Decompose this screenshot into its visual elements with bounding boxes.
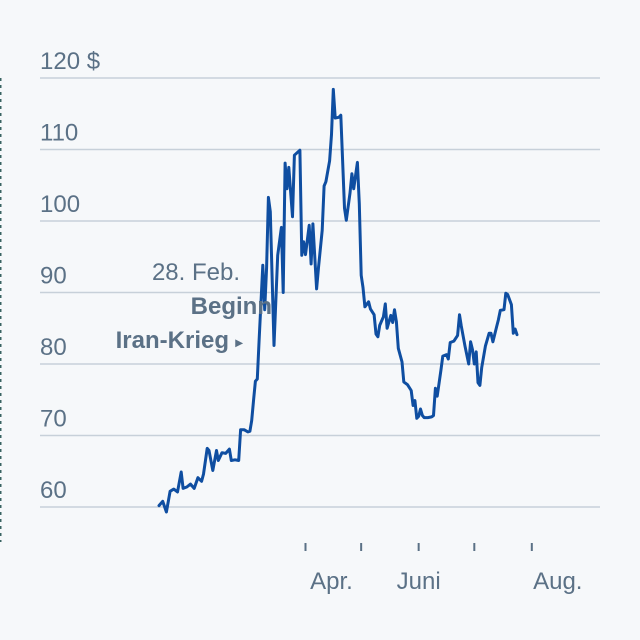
y-tick-label: 60 [40,477,67,504]
y-tick-label: 90 [40,263,67,290]
x-tick-label: Apr. [310,568,353,595]
gridlines [40,77,600,508]
y-tick-label: 100 [40,191,80,218]
x-axis: Apr. Juni Aug. [304,543,582,595]
event-annotation: 28. Feb. Beginn Iran-Krieg ▸ [116,259,272,354]
y-tick-label: 110 [40,120,78,147]
y-axis-tick-labels: 60 70 80 90 100 110 120 $ [40,48,100,504]
annotation-label-line1: Beginn [191,293,272,320]
price-series-line [157,87,519,514]
annotation-date: 28. Feb. [152,259,240,286]
annotation-label-line2: Iran-Krieg [116,327,229,354]
annotation-arrow-icon: ▸ [234,334,243,350]
x-tick-label: Juni [397,568,441,595]
x-tick-label: Aug. [533,568,582,595]
y-tick-label: 120 $ [40,48,100,75]
y-tick-label: 70 [40,406,67,433]
y-tick-label: 80 [40,334,67,361]
